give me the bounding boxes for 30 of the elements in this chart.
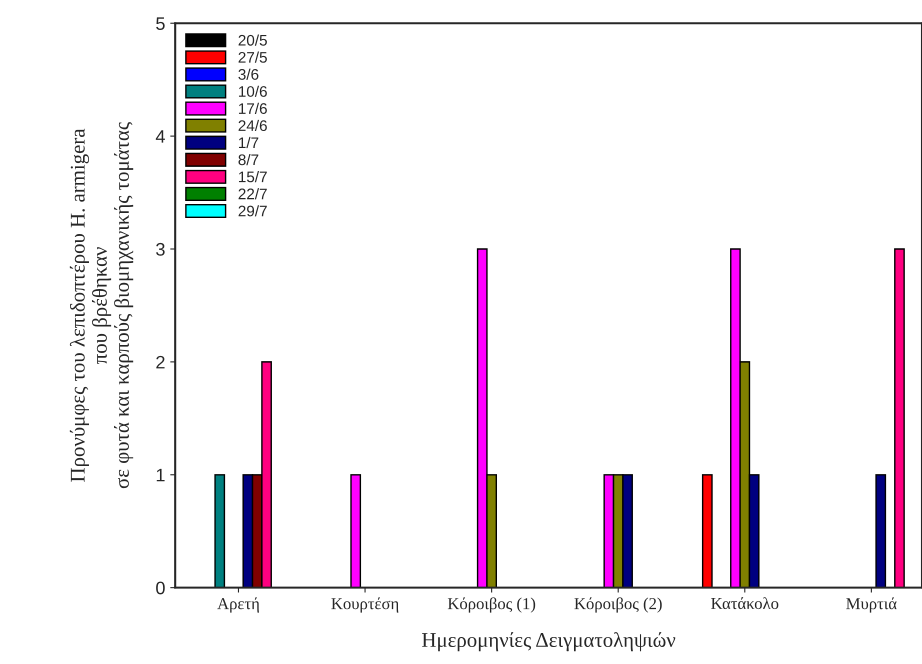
y-tick-label: 1 [156, 468, 165, 482]
x-tick-label: Κατάκολο [711, 597, 778, 610]
legend-label: 20/5 [238, 34, 267, 46]
bar [894, 248, 905, 588]
x-tick-label: Κόροιβος (2) [574, 597, 662, 613]
x-tick-label: Μυρτιά [846, 597, 897, 613]
bar [214, 474, 226, 588]
legend-label: 22/7 [238, 188, 267, 200]
legend-label: 8/7 [238, 154, 258, 166]
bar [702, 474, 713, 588]
legend-label: 1/7 [238, 136, 258, 148]
x-tick-label: Κουρτέση [331, 597, 398, 613]
x-tick-label: Αρετή [217, 597, 259, 613]
y-tick-label: 4 [156, 130, 165, 143]
bar [875, 474, 886, 588]
x-tick-label: Κόροιβος (1) [448, 597, 536, 613]
y-tick-label: 0 [156, 582, 165, 594]
x-axis-title: Ημερομηνίες Δειγματοληψιών [422, 632, 676, 652]
legend-label: 24/6 [238, 120, 267, 132]
y-tick-label: 5 [156, 17, 165, 30]
y-axis-title: Προνύμφες του λεπιδοπτέρου H. armigera που βρέθηκαν σε φυτά και καρπούς βιομηχανικής τομάτας [70, 122, 134, 488]
legend-label: 17/6 [238, 102, 267, 114]
y-tick-label: 2 [156, 356, 165, 368]
legend-label: 10/6 [238, 86, 267, 97]
legend-label: 29/7 [238, 205, 267, 216]
legend-label: 15/7 [238, 171, 267, 182]
legend-label: 27/5 [238, 52, 267, 63]
legend-label: 3/6 [238, 68, 258, 80]
y-tick-label: 3 [156, 242, 165, 256]
bar [350, 474, 362, 588]
